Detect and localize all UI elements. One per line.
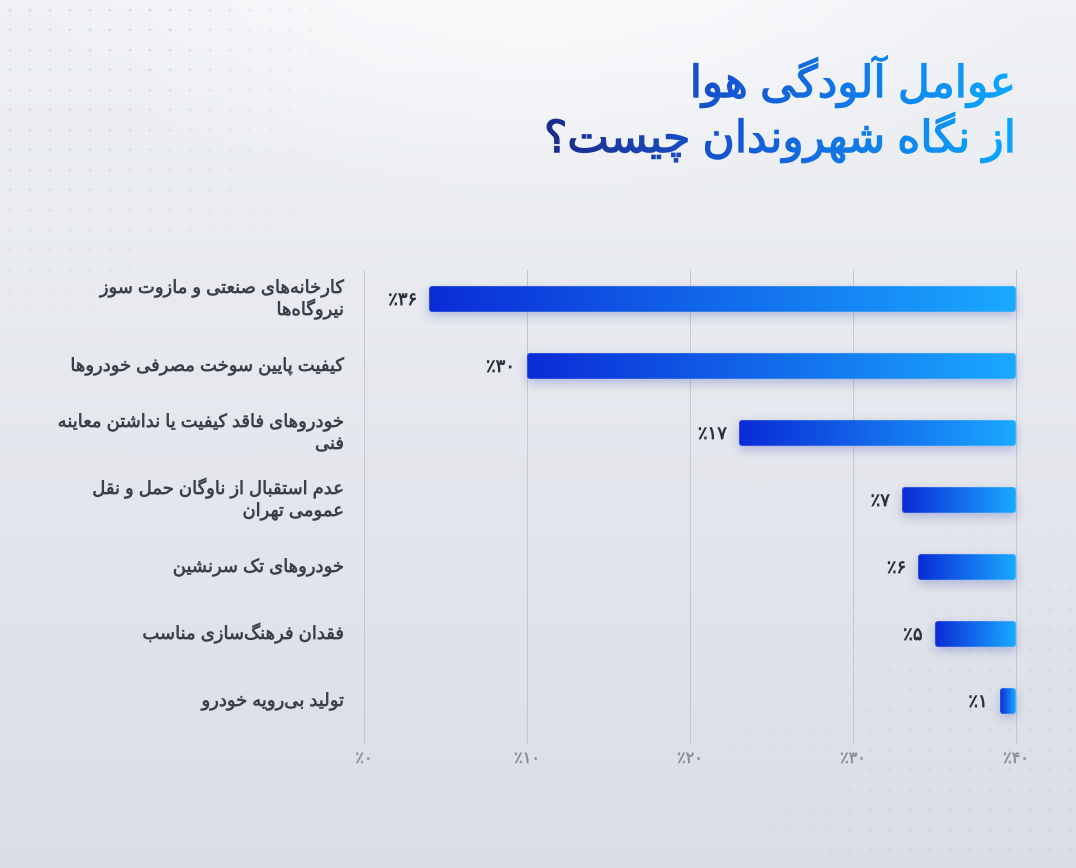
bar <box>429 286 1016 312</box>
chart-title: عوامل آلودگی هوا از نگاه شهروندان چیست؟ <box>544 55 1016 165</box>
category-label: کیفیت پایین سوخت مصرفی خودروها <box>44 355 344 377</box>
value-label: ٪۵ <box>903 624 922 645</box>
gridline <box>1016 270 1017 744</box>
category-label: عدم استقبال از ناوگان حمل و نقل عمومی ته… <box>44 478 344 521</box>
category-label: تولید بی‌رویه خودرو <box>44 690 344 712</box>
bar <box>902 487 1016 513</box>
bar-row: فقدان فرهنگ‌سازی مناسب٪۵ <box>364 611 1016 657</box>
bar-row: عدم استقبال از ناوگان حمل و نقل عمومی ته… <box>364 477 1016 523</box>
axis-tick: ٪۳۰ <box>840 748 866 768</box>
axis-tick: ٪۲۰ <box>677 748 703 768</box>
title-line-1: عوامل آلودگی هوا <box>544 55 1016 110</box>
category-label: خودروهای تک سرنشین <box>44 556 344 578</box>
title-line-2: از نگاه شهروندان چیست؟ <box>544 110 1016 165</box>
value-label: ٪۷ <box>871 490 890 511</box>
bar-row: خودروهای تک سرنشین٪۶ <box>364 544 1016 590</box>
bar-chart: کارخانه‌های صنعتی و مازوت سوز نیروگاه‌ها… <box>54 270 1016 778</box>
x-axis: ٪۰٪۱۰٪۲۰٪۳۰٪۴۰ <box>364 748 1016 778</box>
category-label: کارخانه‌های صنعتی و مازوت سوز نیروگاه‌ها <box>44 277 344 320</box>
bar <box>918 554 1016 580</box>
axis-tick: ٪۰ <box>355 748 372 768</box>
value-label: ٪۳۶ <box>388 289 417 310</box>
plot-area: کارخانه‌های صنعتی و مازوت سوز نیروگاه‌ها… <box>364 270 1016 738</box>
value-label: ٪۶ <box>887 557 906 578</box>
value-label: ٪۳۰ <box>486 356 515 377</box>
bar <box>935 621 1017 647</box>
bar-row: کارخانه‌های صنعتی و مازوت سوز نیروگاه‌ها… <box>364 276 1016 322</box>
bar-row: کیفیت پایین سوخت مصرفی خودروها٪۳۰ <box>364 343 1016 389</box>
bar-row: تولید بی‌رویه خودرو٪۱ <box>364 678 1016 724</box>
bar-rows: کارخانه‌های صنعتی و مازوت سوز نیروگاه‌ها… <box>364 270 1016 738</box>
category-label: فقدان فرهنگ‌سازی مناسب <box>44 623 344 645</box>
bar-row: خودروهای فاقد کیفیت یا نداشتن معاینه فنی… <box>364 410 1016 456</box>
value-label: ٪۱ <box>968 691 987 712</box>
axis-tick: ٪۱۰ <box>514 748 540 768</box>
bar <box>1000 688 1016 714</box>
bar <box>739 420 1016 446</box>
axis-tick: ٪۴۰ <box>1003 748 1029 768</box>
bar <box>527 353 1016 379</box>
category-label: خودروهای فاقد کیفیت یا نداشتن معاینه فنی <box>44 411 344 454</box>
value-label: ٪۱۷ <box>698 423 727 444</box>
